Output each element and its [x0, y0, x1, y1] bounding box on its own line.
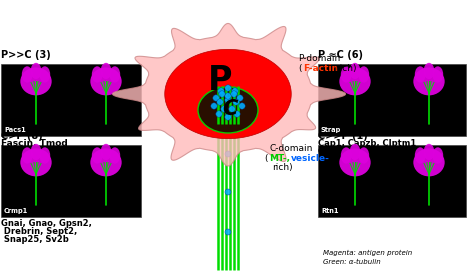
Circle shape — [218, 88, 224, 94]
Ellipse shape — [92, 66, 102, 83]
Text: Gnai, Gnao, Gpsn2,: Gnai, Gnao, Gpsn2, — [1, 219, 92, 228]
Bar — [1, 145, 141, 217]
Circle shape — [225, 151, 231, 157]
Ellipse shape — [100, 144, 111, 160]
Text: Fascin, Tmod: Fascin, Tmod — [1, 139, 68, 148]
Text: Cap1, Capzb, Clptm1: Cap1, Capzb, Clptm1 — [318, 139, 416, 148]
Text: C>P (8): C>P (8) — [1, 131, 43, 141]
Ellipse shape — [415, 147, 426, 163]
Ellipse shape — [358, 66, 369, 83]
Circle shape — [237, 95, 243, 101]
Ellipse shape — [20, 149, 52, 176]
Ellipse shape — [341, 66, 352, 83]
Text: (: ( — [298, 64, 301, 73]
Circle shape — [225, 85, 231, 91]
Text: Crmp1: Crmp1 — [4, 208, 28, 214]
Ellipse shape — [413, 149, 445, 176]
Ellipse shape — [198, 87, 258, 133]
Text: C>>P (1): C>>P (1) — [318, 131, 368, 141]
Text: rich): rich) — [272, 163, 292, 172]
Ellipse shape — [109, 66, 120, 83]
Ellipse shape — [424, 144, 434, 160]
Bar — [318, 145, 466, 217]
Ellipse shape — [413, 67, 445, 95]
Text: P>>C (3): P>>C (3) — [1, 50, 51, 60]
Ellipse shape — [341, 147, 352, 163]
Ellipse shape — [424, 63, 434, 79]
Text: C-domain: C-domain — [270, 144, 313, 153]
Text: (: ( — [264, 154, 267, 163]
Circle shape — [225, 229, 231, 235]
Circle shape — [232, 88, 238, 94]
Text: Pacs1: Pacs1 — [4, 127, 26, 133]
Circle shape — [217, 99, 223, 105]
Circle shape — [216, 111, 222, 117]
Circle shape — [213, 95, 219, 101]
Circle shape — [239, 103, 245, 109]
Ellipse shape — [31, 63, 41, 79]
Text: C: C — [222, 99, 237, 119]
Ellipse shape — [358, 147, 369, 163]
Circle shape — [225, 93, 231, 99]
Circle shape — [221, 106, 227, 112]
Circle shape — [225, 189, 231, 195]
Text: rich): rich) — [333, 64, 356, 73]
Text: Cotl1, Stx7: Cotl1, Stx7 — [318, 147, 370, 156]
Ellipse shape — [109, 147, 120, 163]
Circle shape — [225, 97, 231, 103]
Text: vesicle-: vesicle- — [291, 154, 330, 163]
Circle shape — [233, 99, 239, 105]
Circle shape — [211, 103, 217, 109]
Circle shape — [231, 91, 237, 97]
Ellipse shape — [20, 67, 52, 95]
Ellipse shape — [415, 66, 426, 83]
Text: P ≈C (6): P ≈C (6) — [318, 50, 363, 60]
Bar — [318, 64, 466, 136]
Ellipse shape — [91, 149, 122, 176]
Polygon shape — [165, 49, 291, 139]
Ellipse shape — [339, 149, 371, 176]
Text: P: P — [208, 63, 232, 97]
Ellipse shape — [92, 147, 102, 163]
Ellipse shape — [350, 144, 360, 160]
Ellipse shape — [22, 147, 33, 163]
Ellipse shape — [432, 147, 443, 163]
Text: MT-,: MT-, — [269, 154, 290, 163]
Ellipse shape — [432, 66, 443, 83]
Ellipse shape — [39, 147, 50, 163]
Circle shape — [225, 114, 231, 120]
Text: Green: α-tubulin: Green: α-tubulin — [323, 259, 381, 265]
Text: Strap: Strap — [321, 127, 341, 133]
Ellipse shape — [350, 63, 360, 79]
Text: Drebrin, Sept2,: Drebrin, Sept2, — [1, 227, 77, 236]
Circle shape — [219, 91, 225, 97]
Text: Rtn1: Rtn1 — [321, 208, 338, 214]
Circle shape — [229, 106, 235, 112]
Ellipse shape — [339, 67, 371, 95]
Text: Snap25, Sv2b: Snap25, Sv2b — [1, 235, 69, 244]
Polygon shape — [113, 23, 346, 166]
Ellipse shape — [31, 144, 41, 160]
Ellipse shape — [100, 63, 111, 79]
Ellipse shape — [39, 66, 50, 83]
Text: Magenta: antigen protein: Magenta: antigen protein — [323, 250, 412, 256]
Ellipse shape — [22, 66, 33, 83]
Text: F-actin: F-actin — [303, 64, 338, 73]
Bar — [1, 64, 141, 136]
Circle shape — [234, 111, 240, 117]
Ellipse shape — [91, 67, 122, 95]
Text: P-domain: P-domain — [298, 54, 340, 63]
